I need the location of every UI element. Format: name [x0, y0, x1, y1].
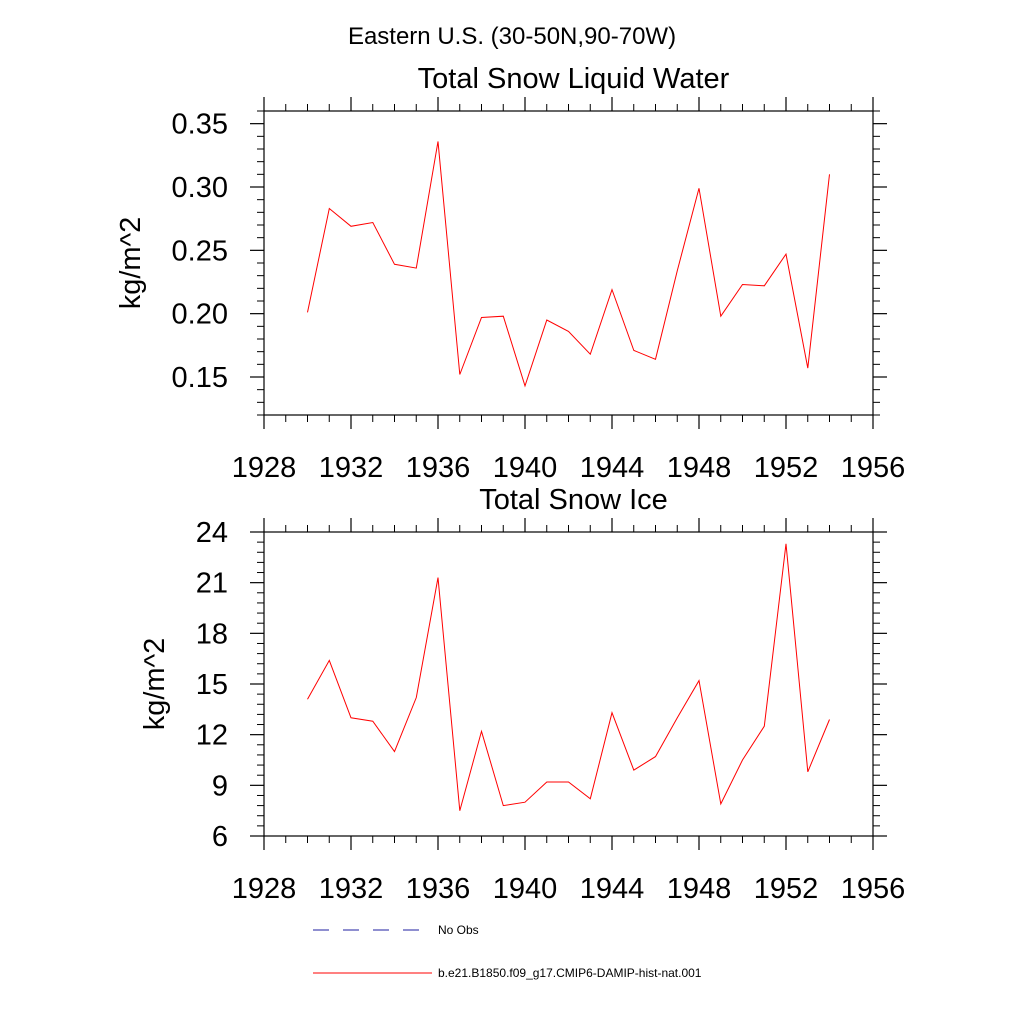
y-axis-label-snow-ice: kg/m^2	[139, 638, 171, 731]
chart-title-snow-ice: Total Snow Ice	[479, 484, 668, 516]
y-tick-label: 0.20	[172, 299, 228, 331]
y-tick-label: 21	[196, 568, 228, 600]
x-tick-label: 1944	[580, 873, 645, 905]
y-tick-label: 0.35	[172, 109, 228, 141]
y-tick-label: 0.25	[172, 235, 228, 267]
y-tick-label: 9	[212, 770, 228, 802]
x-tick-label: 1936	[406, 452, 471, 484]
y-tick-label: 0.30	[172, 172, 228, 204]
y-tick-label: 12	[196, 720, 228, 752]
x-tick-label: 1948	[667, 873, 732, 905]
series-line-liquid-water	[307, 141, 830, 388]
x-tick-label: 1952	[754, 873, 819, 905]
figure-suptitle: Eastern U.S. (30-50N,90-70W)	[348, 23, 676, 50]
y-tick-label: 6	[212, 821, 228, 853]
x-tick-label: 1944	[580, 452, 645, 484]
y-tick-label: 18	[196, 618, 228, 650]
x-tick-label: 1940	[493, 873, 558, 905]
panel-snow-ice: Total Snow Ice kg/m^2 1928 1932 1936 1940 1944…	[139, 484, 905, 905]
legend: No Obs b.e21.B1850.f09_g17.CMIP6-DAMIP-h…	[313, 923, 702, 980]
y-axis-label-liquid-water: kg/m^2	[115, 217, 147, 310]
x-tick-label: 1932	[319, 873, 384, 905]
panel-snow-liquid-water: Total Snow Liquid Water kg/m^2 1928 1932 193…	[115, 63, 905, 484]
x-tick-label: 1952	[754, 452, 819, 484]
legend-label-model: b.e21.B1850.f09_g17.CMIP6-DAMIP-hist-nat…	[438, 966, 702, 980]
chart-title-liquid-water: Total Snow Liquid Water	[418, 63, 730, 95]
x-tick-label: 1936	[406, 873, 471, 905]
x-tick-label: 1928	[232, 873, 297, 905]
x-tick-label: 1932	[319, 452, 384, 484]
y-tick-label: 0.15	[172, 362, 228, 394]
legend-label-no-obs: No Obs	[438, 923, 479, 937]
x-tick-label: 1956	[841, 452, 906, 484]
x-tick-label: 1928	[232, 452, 297, 484]
series-line-snow-ice	[307, 543, 830, 811]
x-tick-label: 1956	[841, 873, 906, 905]
plot-frame-liquid-water	[263, 110, 874, 416]
y-tick-label: 24	[196, 517, 228, 549]
y-tick-label: 15	[196, 669, 228, 701]
x-tick-label: 1940	[493, 452, 558, 484]
x-tick-label: 1948	[667, 452, 732, 484]
